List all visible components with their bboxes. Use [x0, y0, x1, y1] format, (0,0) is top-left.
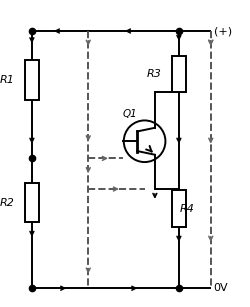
Text: R4: R4 [180, 204, 195, 214]
Text: (+): (+) [214, 26, 232, 36]
Text: Q1: Q1 [122, 109, 137, 119]
Text: R3: R3 [147, 69, 162, 79]
Bar [172, 56, 186, 92]
Text: 0V: 0V [213, 283, 228, 293]
Text: R2: R2 [0, 197, 15, 208]
Bar [172, 190, 186, 227]
Text: R1: R1 [0, 75, 15, 85]
Bar [25, 183, 39, 222]
Bar [25, 60, 39, 99]
